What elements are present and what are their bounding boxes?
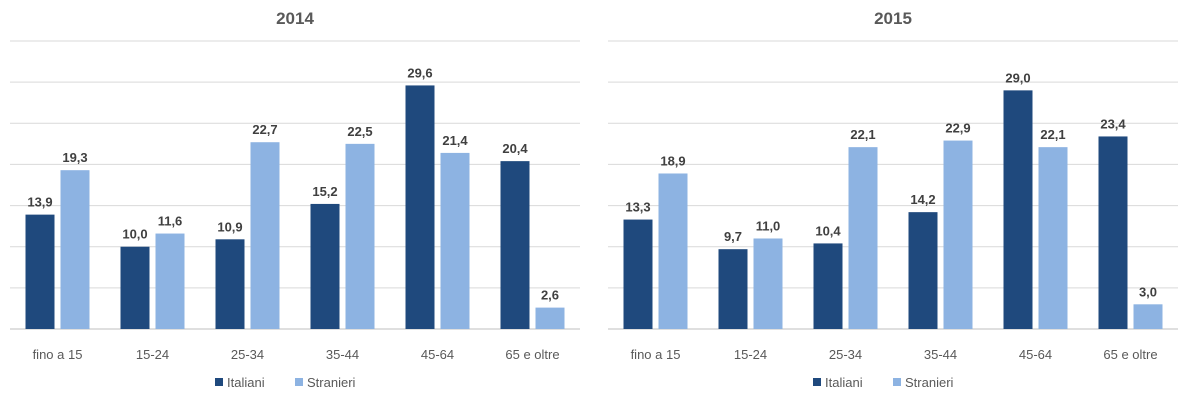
data-label: 11,6	[158, 214, 183, 229]
bar-italiani	[215, 239, 245, 329]
x-tick-label: fino a 15	[631, 347, 681, 362]
bar-italiani	[310, 203, 340, 329]
data-label: 29,0	[1005, 70, 1030, 85]
chart-2015: 2015 13,3 18,9 fino a 15 9,7 11,0 15-24 10,4 22,…	[603, 0, 1183, 397]
data-label: 22,1	[850, 127, 875, 142]
x-tick-label: 15-24	[734, 347, 767, 362]
bar-stranieri	[535, 307, 565, 329]
bar-stranieri	[1038, 147, 1068, 329]
x-tick-label: fino a 15	[33, 347, 83, 362]
data-label: 9,7	[724, 229, 742, 244]
x-tick-label: 25-34	[829, 347, 862, 362]
data-label: 11,0	[756, 218, 781, 233]
data-label: 14,2	[910, 192, 935, 207]
data-label: 23,4	[1100, 116, 1126, 131]
bar-italiani	[500, 161, 530, 329]
data-label: 3,0	[1139, 284, 1157, 299]
bar-italiani	[1003, 90, 1033, 329]
legend-label-stranieri: Stranieri	[307, 375, 356, 390]
bar-stranieri	[440, 152, 470, 329]
x-tick-label: 45-64	[1019, 347, 1052, 362]
bar-italiani	[623, 219, 653, 329]
data-label: 10,0	[122, 227, 147, 242]
legend-swatch-stranieri	[295, 378, 303, 386]
data-label: 13,9	[27, 195, 52, 210]
x-tick-label: 15-24	[136, 347, 169, 362]
bar-stranieri	[848, 147, 878, 329]
data-label: 10,9	[217, 219, 242, 234]
chart-2014: 2014 13,9 19,3 fino a 15 10,0 11,6 15-24 10,9 22…	[5, 0, 585, 397]
bar-italiani	[813, 243, 843, 329]
chart-2015-svg: 2015 13,3 18,9 fino a 15 9,7 11,0 15-24 10,4 22,…	[608, 9, 1178, 390]
bar-stranieri	[60, 170, 90, 329]
legend-swatch-stranieri	[893, 378, 901, 386]
data-label: 18,9	[660, 153, 685, 168]
data-label: 13,3	[625, 200, 650, 215]
bar-italiani	[908, 212, 938, 329]
bar-stranieri	[658, 173, 688, 329]
x-tick-label: 65 e oltre	[1103, 347, 1157, 362]
bar-stranieri	[155, 233, 185, 329]
data-label: 21,4	[442, 133, 468, 148]
data-label: 29,6	[407, 65, 432, 80]
legend-label-italiani: Italiani	[825, 375, 863, 390]
bar-stranieri	[943, 140, 973, 329]
bar-italiani	[718, 249, 748, 329]
legend-label-stranieri: Stranieri	[905, 375, 954, 390]
x-tick-label: 65 e oltre	[505, 347, 559, 362]
chart-title: 2014	[276, 9, 314, 28]
data-label: 22,1	[1040, 127, 1065, 142]
data-label: 19,3	[62, 150, 87, 165]
x-tick-label: 45-64	[421, 347, 454, 362]
bar-stranieri	[345, 143, 375, 329]
x-tick-label: 25-34	[231, 347, 264, 362]
legend-swatch-italiani	[215, 378, 223, 386]
data-label: 15,2	[312, 184, 337, 199]
x-tick-label: 35-44	[924, 347, 957, 362]
data-label: 20,4	[502, 141, 528, 156]
bar-italiani	[1098, 136, 1128, 329]
bar-italiani	[25, 214, 55, 329]
chart-title: 2015	[874, 9, 912, 28]
chart-2014-svg: 2014 13,9 19,3 fino a 15 10,0 11,6 15-24 10,9 22…	[10, 9, 580, 390]
bar-italiani	[405, 85, 435, 329]
x-tick-label: 35-44	[326, 347, 359, 362]
data-label: 22,7	[252, 122, 277, 137]
bar-italiani	[120, 246, 150, 329]
bar-stranieri	[1133, 304, 1163, 329]
bar-stranieri	[250, 142, 280, 329]
data-label: 2,6	[541, 288, 559, 303]
data-label: 22,9	[945, 121, 970, 136]
bar-stranieri	[753, 238, 783, 329]
data-label: 10,4	[815, 223, 841, 238]
data-label: 22,5	[347, 124, 372, 139]
legend-label-italiani: Italiani	[227, 375, 265, 390]
legend-swatch-italiani	[813, 378, 821, 386]
